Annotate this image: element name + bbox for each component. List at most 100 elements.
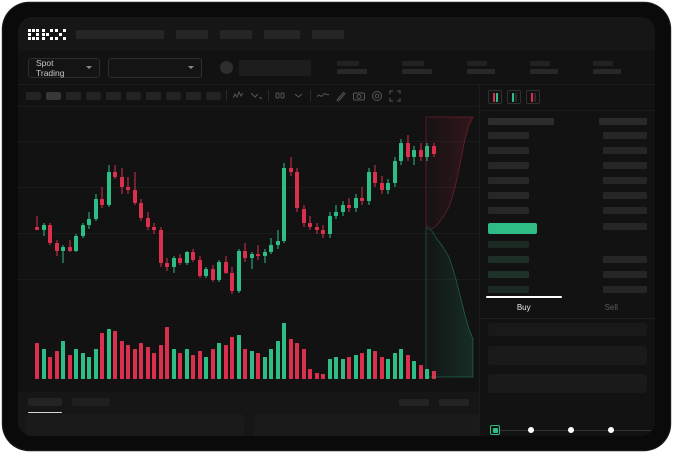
candle-body	[204, 268, 209, 277]
nav-item-1[interactable]	[76, 29, 164, 39]
orderbook-ask-price[interactable]	[488, 132, 529, 139]
volume-bar	[275, 341, 280, 379]
timeframe-button-9[interactable]	[206, 91, 221, 100]
line-chart-icon[interactable]	[316, 89, 329, 102]
trade-sidebar: Buy Sell	[479, 85, 655, 436]
candle	[132, 107, 137, 312]
candle-body	[54, 243, 59, 251]
timeframe-button-5[interactable]	[126, 91, 141, 100]
template-icon[interactable]	[274, 89, 287, 102]
orderbook-bid-price[interactable]	[488, 286, 529, 293]
chevron-down-icon[interactable]	[292, 89, 305, 102]
candle-body	[425, 146, 430, 158]
panel-left[interactable]	[26, 414, 244, 436]
candle-wick	[361, 186, 363, 205]
timeframe-button-3[interactable]	[86, 91, 101, 100]
volume-pane	[18, 319, 479, 379]
timeframe-button-2[interactable]	[66, 91, 81, 100]
orderbook-ask-price[interactable]	[488, 207, 529, 214]
drawing-pencil-icon[interactable]	[334, 89, 347, 102]
candle-body	[93, 199, 98, 220]
timeframe-button-0[interactable]	[26, 91, 41, 100]
orderbook-bid-price[interactable]	[488, 256, 529, 263]
volume-bar	[152, 353, 157, 379]
instrument-bar: Spot Trading	[18, 51, 655, 85]
candle-body	[145, 217, 150, 227]
camera-icon[interactable]	[352, 89, 365, 102]
nav-item-4[interactable]	[264, 29, 300, 39]
orderbook-view-both-icon[interactable]	[488, 90, 502, 104]
orderbook-view-bids-icon[interactable]	[507, 90, 521, 104]
orderbook-bid-price[interactable]	[488, 241, 529, 248]
percent-slider[interactable]	[490, 425, 651, 436]
indicator-icon[interactable]	[232, 89, 245, 102]
volume-bar	[308, 369, 313, 379]
amount-input[interactable]	[488, 374, 647, 393]
orders-action-1[interactable]	[399, 398, 429, 406]
candle	[106, 107, 111, 312]
price-input[interactable]	[488, 346, 647, 365]
tab-open-orders[interactable]	[28, 398, 62, 413]
volume-bar	[113, 331, 118, 379]
fullscreen-icon[interactable]	[388, 89, 401, 102]
orderbook-ask-price[interactable]	[488, 162, 529, 169]
candle-body	[48, 224, 53, 244]
nav-item-3[interactable]	[220, 29, 252, 39]
tab-buy[interactable]: Buy	[480, 296, 568, 318]
stat-last-price	[337, 61, 367, 74]
candle-body	[366, 171, 371, 202]
tab-sell-label: Sell	[604, 303, 618, 312]
okx-logo[interactable]	[28, 28, 66, 40]
candle-body	[210, 268, 215, 280]
nav-item-5[interactable]	[312, 29, 344, 39]
tab-order-history[interactable]	[72, 398, 110, 406]
orderbook-view-asks-icon[interactable]	[526, 90, 540, 104]
orderbook-ask-amount	[603, 162, 647, 169]
percent-slider-handle[interactable]	[490, 425, 500, 435]
candle-body	[74, 235, 79, 251]
tab-sell[interactable]: Sell	[568, 297, 656, 318]
candle	[379, 107, 384, 312]
percent-node-25[interactable]	[528, 427, 534, 433]
nav-item-2[interactable]	[176, 29, 208, 39]
chevron-down-icon	[188, 66, 194, 69]
orderbook-ask-price[interactable]	[488, 147, 529, 154]
candle-body	[282, 168, 287, 242]
candle	[113, 107, 118, 312]
candle-body	[295, 171, 300, 209]
timeframe-button-1[interactable]	[46, 91, 61, 100]
volume-bar	[314, 373, 319, 379]
orderbook-ask-price[interactable]	[488, 177, 529, 184]
percent-node-50[interactable]	[568, 427, 574, 433]
timeframe-button-8[interactable]	[186, 91, 201, 100]
orders-action-2[interactable]	[439, 398, 469, 406]
candle-body	[139, 203, 144, 218]
candle-body	[431, 146, 436, 154]
volume-bar	[145, 347, 150, 379]
pair-summary[interactable]	[220, 59, 311, 76]
percent-node-75[interactable]	[608, 427, 614, 433]
toolbar-divider	[268, 90, 269, 101]
candle	[308, 107, 313, 312]
order-type-select[interactable]	[488, 323, 647, 336]
orderbook-last-price[interactable]	[488, 223, 537, 234]
volume-bar	[230, 337, 235, 379]
candle	[249, 107, 254, 312]
panel-right[interactable]	[254, 414, 484, 436]
orderbook[interactable]	[480, 110, 655, 295]
compare-icon[interactable]	[250, 89, 263, 102]
orderbook-ask-price[interactable]	[488, 192, 529, 199]
volume-bar	[158, 345, 163, 379]
trading-mode-selector[interactable]: Spot Trading	[28, 57, 100, 78]
timeframe-button-7[interactable]	[166, 91, 181, 100]
pair-selector[interactable]	[108, 57, 202, 78]
candle-body	[106, 171, 111, 205]
timeframe-button-6[interactable]	[146, 91, 161, 100]
timeframe-button-4[interactable]	[106, 91, 121, 100]
volume-bar	[256, 353, 261, 379]
price-chart[interactable]	[18, 107, 479, 392]
orderbook-header-price	[488, 118, 554, 125]
orderbook-bid-price[interactable]	[488, 271, 529, 278]
candle	[418, 107, 423, 312]
settings-gear-icon[interactable]	[370, 89, 383, 102]
